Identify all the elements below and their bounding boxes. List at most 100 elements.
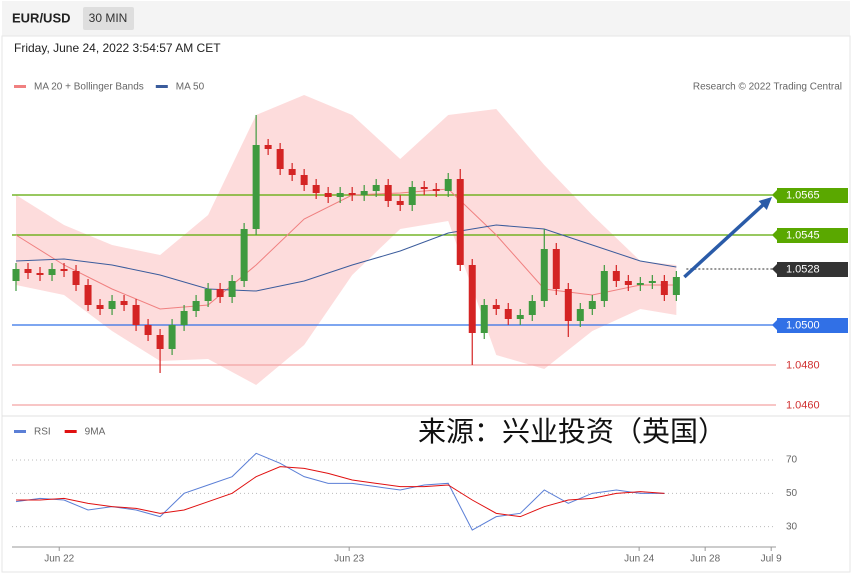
header-bar: [2, 1, 850, 36]
candle-body: [336, 193, 344, 197]
legend-label: 9MA: [85, 427, 106, 438]
level-badge: [777, 262, 848, 277]
legend-label: RSI: [34, 427, 51, 438]
level-badge-tip: [772, 190, 777, 200]
candle-body: [312, 185, 320, 193]
level-label: 1.0545: [786, 229, 820, 241]
candle-body: [624, 281, 632, 285]
candle-body: [36, 273, 44, 275]
candle-body: [60, 269, 68, 271]
candle-body: [156, 335, 164, 349]
level-label: 1.0500: [786, 319, 820, 331]
candle-body: [372, 185, 380, 191]
legend-label: MA 20 + Bollinger Bands: [34, 82, 144, 93]
timestamp: Friday, June 24, 2022 3:54:57 AM CET: [14, 41, 221, 55]
candle-body: [84, 285, 92, 305]
level-badge: [777, 188, 848, 203]
candle-body: [48, 269, 56, 275]
candle-body: [540, 249, 548, 301]
candle-body: [396, 201, 404, 205]
candle-body: [144, 325, 152, 335]
candle-body: [492, 305, 500, 309]
candle-body: [420, 187, 428, 189]
legend-label: MA 50: [176, 82, 205, 93]
candle-body: [432, 189, 440, 191]
x-tick-label: Jul 9: [761, 554, 783, 565]
candle-body: [516, 315, 524, 319]
level-label: 1.0565: [786, 189, 820, 201]
candle-body: [24, 269, 32, 273]
level-badge-tip: [772, 264, 777, 274]
candle-body: [132, 305, 140, 325]
interval[interactable]: 30 MIN: [89, 11, 128, 25]
candle-body: [324, 193, 332, 197]
candle-body: [648, 281, 656, 283]
candle-body: [588, 301, 596, 309]
x-tick-label: Jun 24: [624, 554, 654, 565]
candle-body: [480, 305, 488, 333]
credit: Research © 2022 Trading Central: [693, 82, 842, 93]
candle-body: [600, 271, 608, 301]
candle-body: [408, 187, 416, 205]
level-label: 1.0480: [786, 359, 820, 371]
x-tick-label: Jun 23: [334, 554, 364, 565]
x-tick-label: Jun 28: [690, 554, 720, 565]
candle-body: [252, 145, 260, 229]
candle-body: [672, 277, 680, 295]
forecast-arrow: [683, 202, 766, 279]
candle-body: [360, 191, 368, 195]
candle-body: [108, 301, 116, 309]
candle-body: [264, 145, 272, 149]
candle-body: [192, 301, 200, 311]
candle-body: [228, 281, 236, 297]
y-tick-label: 50: [786, 488, 798, 499]
candle-body: [504, 309, 512, 319]
candle-body: [288, 169, 296, 175]
candle-body: [528, 301, 536, 315]
candle-body: [444, 179, 452, 191]
candle-body: [204, 289, 212, 301]
candle-body: [348, 193, 356, 195]
candle-body: [300, 175, 308, 185]
x-tick-label: Jun 22: [44, 554, 74, 565]
legend-swatch: [155, 85, 168, 88]
ma-line: [15, 224, 677, 292]
candle-body: [564, 289, 572, 321]
watermark: 来源：兴业投资（英国）: [418, 415, 726, 448]
level-badge-tip: [772, 320, 777, 330]
candle-body: [180, 311, 188, 325]
candle-body: [636, 283, 644, 285]
level-badge-tip: [772, 230, 777, 240]
candle-body: [168, 325, 176, 349]
interval-badge[interactable]: [83, 7, 134, 30]
candle-body: [120, 301, 128, 305]
candle-body: [240, 229, 248, 281]
level-label: 1.0460: [786, 399, 820, 411]
rsi-line: [16, 466, 665, 518]
y-tick-label: 30: [786, 521, 798, 532]
y-tick-label: 70: [786, 455, 798, 466]
level-label: 1.0528: [786, 263, 820, 275]
candle-body: [384, 185, 392, 201]
frame: [1, 35, 851, 573]
candle-body: [612, 271, 620, 281]
candle-body: [468, 265, 476, 333]
symbol: EUR/USD: [12, 10, 71, 25]
forecast-arrow-head: [758, 197, 772, 210]
candle-body: [12, 269, 20, 281]
candle-body: [72, 271, 80, 285]
level-badge: [777, 318, 848, 333]
candle-body: [576, 309, 584, 321]
rsi-line: [15, 452, 665, 531]
candle-body: [276, 149, 284, 169]
legend-swatch: [64, 430, 77, 433]
candle-body: [660, 281, 668, 295]
candle-body: [96, 305, 104, 309]
legend-swatch: [14, 430, 26, 433]
legend-swatch: [14, 85, 26, 88]
level-badge: [777, 228, 848, 243]
candle-body: [216, 289, 224, 297]
candle-body: [552, 249, 560, 289]
candle-body: [456, 179, 464, 265]
